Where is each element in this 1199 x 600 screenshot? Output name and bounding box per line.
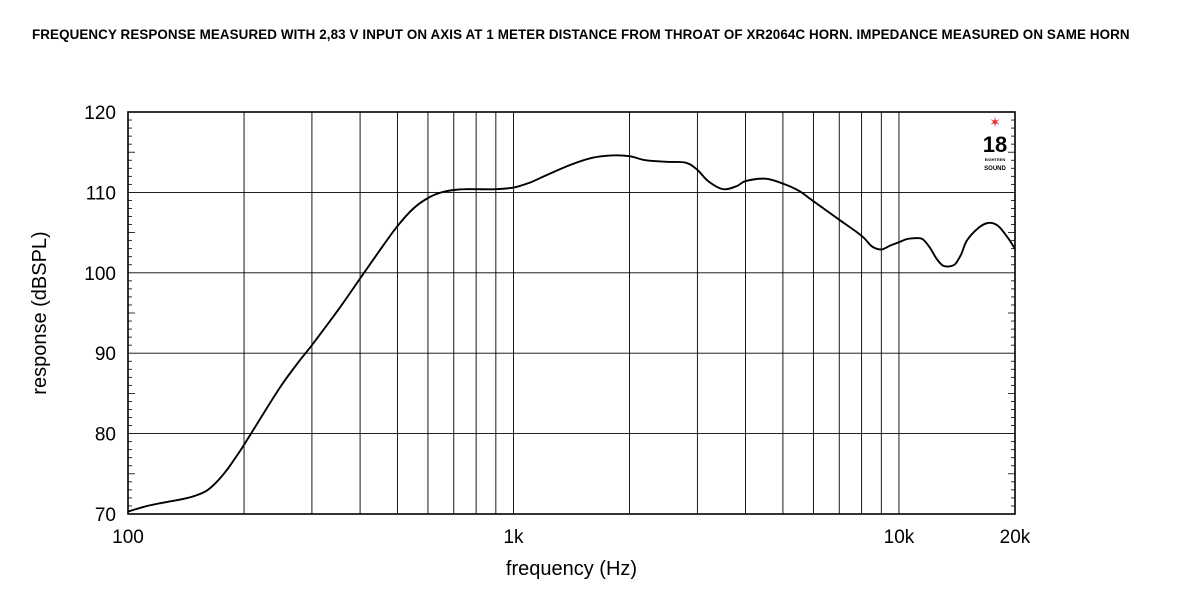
x-tick-label: 100 [112, 527, 144, 548]
eighteen-sound-logo: ✶ 18 EIGHTEEN SOUND [983, 115, 1007, 172]
line-layer [127, 154, 1016, 513]
logo-subtext-top: EIGHTEEN [985, 157, 1006, 162]
tick-labels: 70 80 90 100 110 120 100 1k 10k 20k [84, 103, 1031, 548]
x-tick-label: 10k [884, 527, 915, 548]
x-tick-label: 1k [503, 527, 524, 548]
chart-title: FREQUENCY RESPONSE MEASURED WITH 2,83 V … [32, 27, 1130, 42]
y-tick-label: 100 [84, 264, 116, 285]
plot-frame [127, 111, 1016, 515]
y-tick-label: 70 [95, 505, 116, 526]
response-curve [127, 154, 1016, 513]
x-axis-label: frequency (Hz) [506, 558, 637, 580]
y-tick-label: 80 [95, 425, 116, 446]
y-tick-label: 120 [84, 103, 116, 124]
x-tick-label: 20k [1000, 527, 1031, 548]
star-icon: ✶ [989, 115, 1001, 131]
y-tick-label: 90 [95, 344, 116, 365]
grid-layer [127, 111, 1016, 515]
y-tick-label: 110 [86, 183, 116, 204]
logo-number: 18 [983, 132, 1007, 157]
logo-subtext-bottom: SOUND [984, 166, 1006, 172]
y-axis-label: response (dBSPL) [29, 231, 51, 394]
